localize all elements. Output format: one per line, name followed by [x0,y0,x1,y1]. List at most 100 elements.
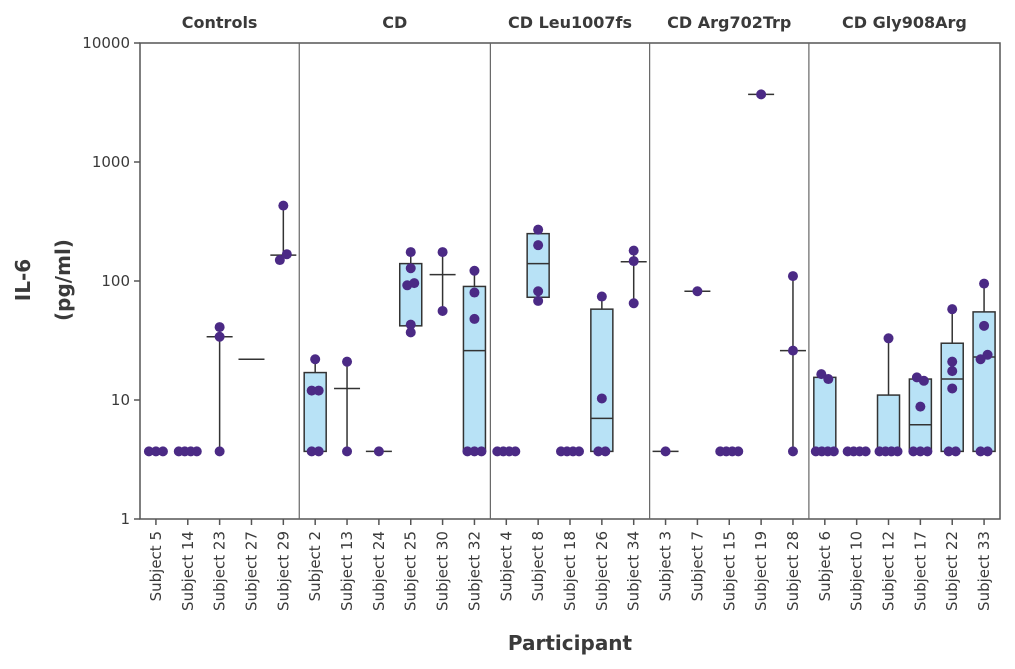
data-point [313,385,324,396]
data-point [409,278,420,289]
x-tick-label: Subject 27 [242,531,260,611]
data-point [756,89,767,100]
x-tick-label: Subject 33 [975,531,993,611]
x-tick-label: Subject 28 [784,531,802,611]
y-axis-title-line1: IL-6 [11,259,35,301]
x-tick-label: Subject 7 [688,531,706,601]
x-tick-label: Subject 15 [720,531,738,611]
x-axis-title: Participant [508,631,633,655]
data-point [533,240,544,251]
y-tick-label: 10000 [82,34,130,52]
data-point [310,354,321,365]
x-tick-label: Subject 30 [434,531,452,611]
x-tick-label: Subject 25 [402,531,420,611]
data-point [915,446,926,457]
data-point [462,446,473,457]
data-point [469,313,480,324]
x-tick-label: Subject 17 [911,531,929,611]
x-tick-label: Subject 5 [147,531,165,601]
data-point [574,446,584,457]
data-point [214,446,225,457]
data-point [405,247,416,258]
data-point [214,331,225,342]
data-point [816,369,827,380]
x-tick-label: Subject 22 [943,531,961,611]
data-point [982,446,993,457]
data-point [405,319,416,330]
data-point [733,446,744,457]
data-point [373,446,384,457]
y-tick-label: 1000 [92,153,130,171]
group-label: CD [382,13,407,32]
data-point [787,446,798,457]
x-tick-label: Subject 32 [465,531,483,611]
data-point [593,446,604,457]
data-point [191,446,202,457]
data-point [947,356,958,367]
data-point [828,446,839,457]
data-point [922,446,933,457]
data-point [982,349,993,360]
data-point [628,298,639,309]
x-tick-label: Subject 18 [561,531,579,611]
data-point [628,245,639,256]
data-point [947,366,958,377]
x-tick-label: Subject 24 [370,531,388,611]
x-tick-label: Subject 10 [848,531,866,611]
data-point [143,446,154,457]
data-point [660,446,671,457]
x-tick-label: Subject 29 [274,531,292,611]
data-point [533,286,544,297]
group-label: CD Arg702Trp [667,13,791,32]
x-tick-label: Subject 14 [179,531,197,611]
x-tick-label: Subject 12 [880,531,898,611]
data-point [157,446,168,457]
box [590,308,614,453]
data-point [908,446,919,457]
data-point [883,333,894,344]
data-point [915,401,926,412]
data-point [892,446,903,457]
data-point [214,322,225,333]
data-point [943,446,954,457]
data-point [692,286,703,297]
box [876,394,901,453]
data-point [533,295,544,306]
data-point [306,385,317,396]
data-point [313,446,324,457]
data-point [979,320,990,331]
data-point [510,446,521,457]
y-axis-title-line2: (pg/ml) [51,239,75,321]
x-tick-label: Subject 8 [529,531,547,601]
data-point [278,200,289,211]
data-point [437,247,448,258]
data-point [787,271,798,282]
y-tick-label: 1 [120,510,130,528]
box [813,376,837,453]
group-label: CD Leu1007fs [508,13,632,32]
data-point [600,446,611,457]
data-point [342,446,353,457]
data-point [469,287,480,298]
data-point [947,304,958,315]
data-point [979,278,990,289]
x-tick-label: Subject 19 [752,531,770,611]
data-point [975,446,986,457]
data-point [596,291,607,302]
data-point [476,446,487,457]
data-point [596,393,607,404]
data-point [823,374,834,385]
box [303,371,327,453]
data-point [405,327,416,338]
x-tick-label: Subject 23 [211,531,229,611]
data-point [947,383,958,394]
x-tick-label: Subject 4 [497,531,515,601]
data-point [787,345,798,356]
x-tick-label: Subject 2 [306,531,324,601]
x-tick-label: Subject 6 [816,531,834,601]
data-point [950,446,961,457]
data-point [281,249,292,260]
x-tick-label: Subject 3 [657,531,675,601]
data-point [533,224,544,235]
data-point [274,255,285,266]
